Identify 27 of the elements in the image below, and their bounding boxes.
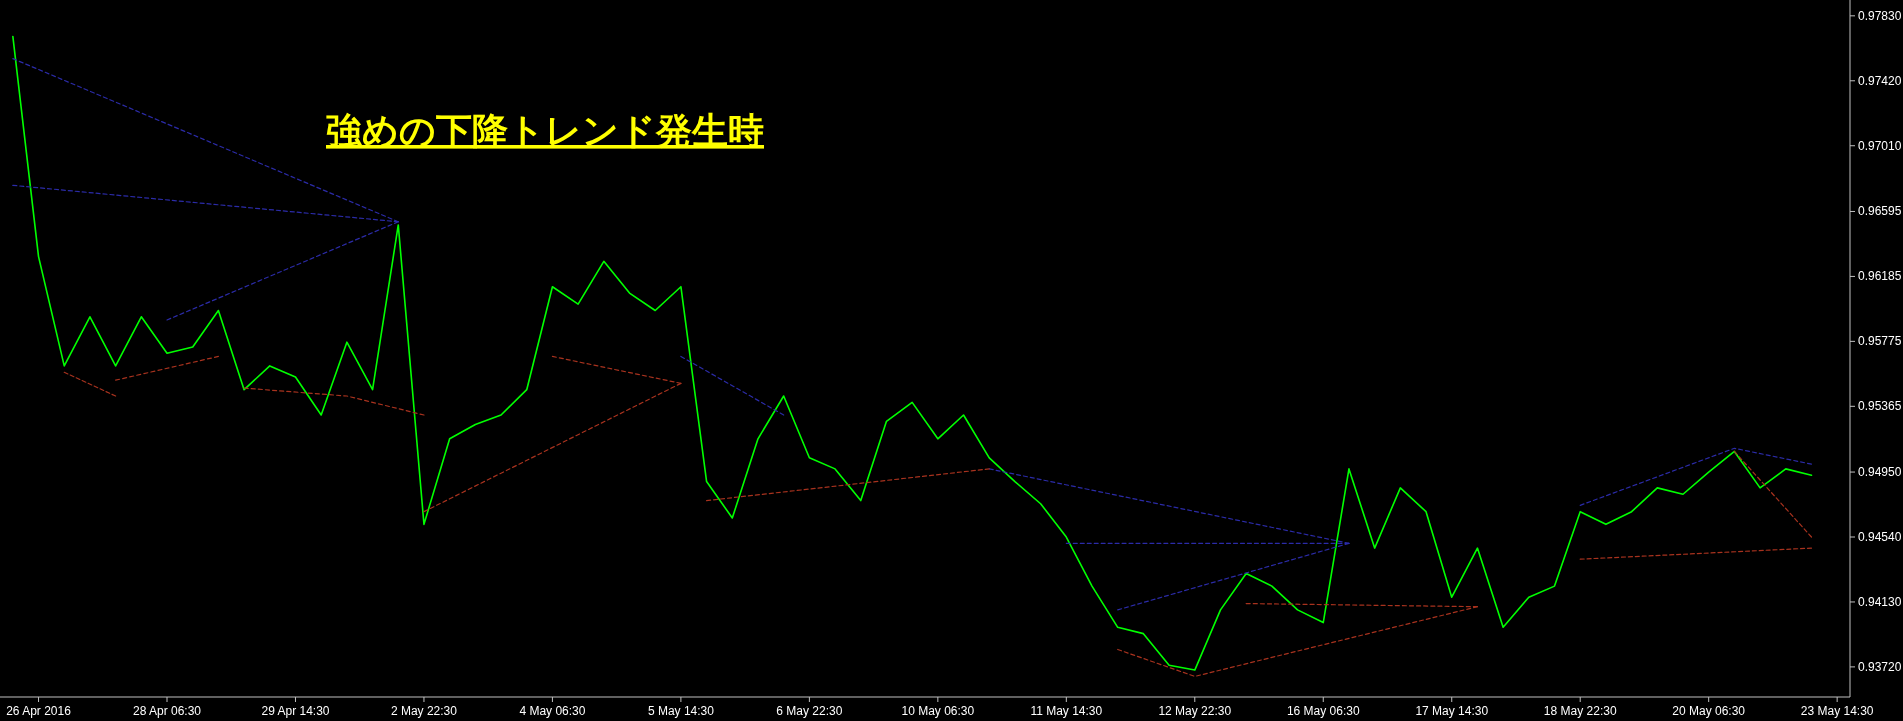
y-tick-label: 0.94540 — [1858, 530, 1902, 545]
x-tick-label: 23 May 14:30 — [1800, 704, 1874, 718]
text: 強めの下降トレンド発生時 — [326, 110, 764, 151]
y-tick-label: 0.97420 — [1858, 73, 1902, 88]
x-tick-label: 16 May 06:30 — [1286, 704, 1360, 718]
y-tick-label: 0.93720 — [1858, 659, 1902, 674]
y-tick-label: 0.97830 — [1858, 8, 1902, 23]
y-tick-label: 0.96185 — [1858, 269, 1902, 284]
x-tick-label: 18 May 22:30 — [1543, 704, 1617, 718]
y-tick-label: 0.95365 — [1858, 399, 1902, 414]
x-tick-label: 26 Apr 2016 — [6, 704, 72, 718]
x-tick-label: 12 May 22:30 — [1158, 704, 1232, 718]
x-tick-label: 17 May 14:30 — [1415, 704, 1489, 718]
x-tick-label: 20 May 06:30 — [1672, 704, 1746, 718]
x-tick-label: 11 May 14:30 — [1030, 704, 1103, 718]
y-tick-label: 0.95775 — [1858, 334, 1902, 349]
y-tick-label: 0.94130 — [1858, 594, 1902, 609]
x-tick-label: 10 May 06:30 — [901, 704, 975, 718]
y-tick-label: 0.97010 — [1858, 138, 1902, 153]
y-tick-label: 0.96595 — [1858, 204, 1902, 219]
x-tick-label: 2 May 22:30 — [390, 704, 458, 718]
x-tick-label: 28 Apr 06:30 — [132, 704, 202, 718]
x-tick-label: 6 May 22:30 — [776, 704, 843, 718]
x-tick-label: 29 Apr 14:30 — [261, 704, 330, 718]
x-tick-label: 4 May 06:30 — [519, 704, 586, 718]
y-tick-label: 0.94950 — [1858, 465, 1902, 480]
x-tick-label: 5 May 14:30 — [647, 704, 715, 718]
